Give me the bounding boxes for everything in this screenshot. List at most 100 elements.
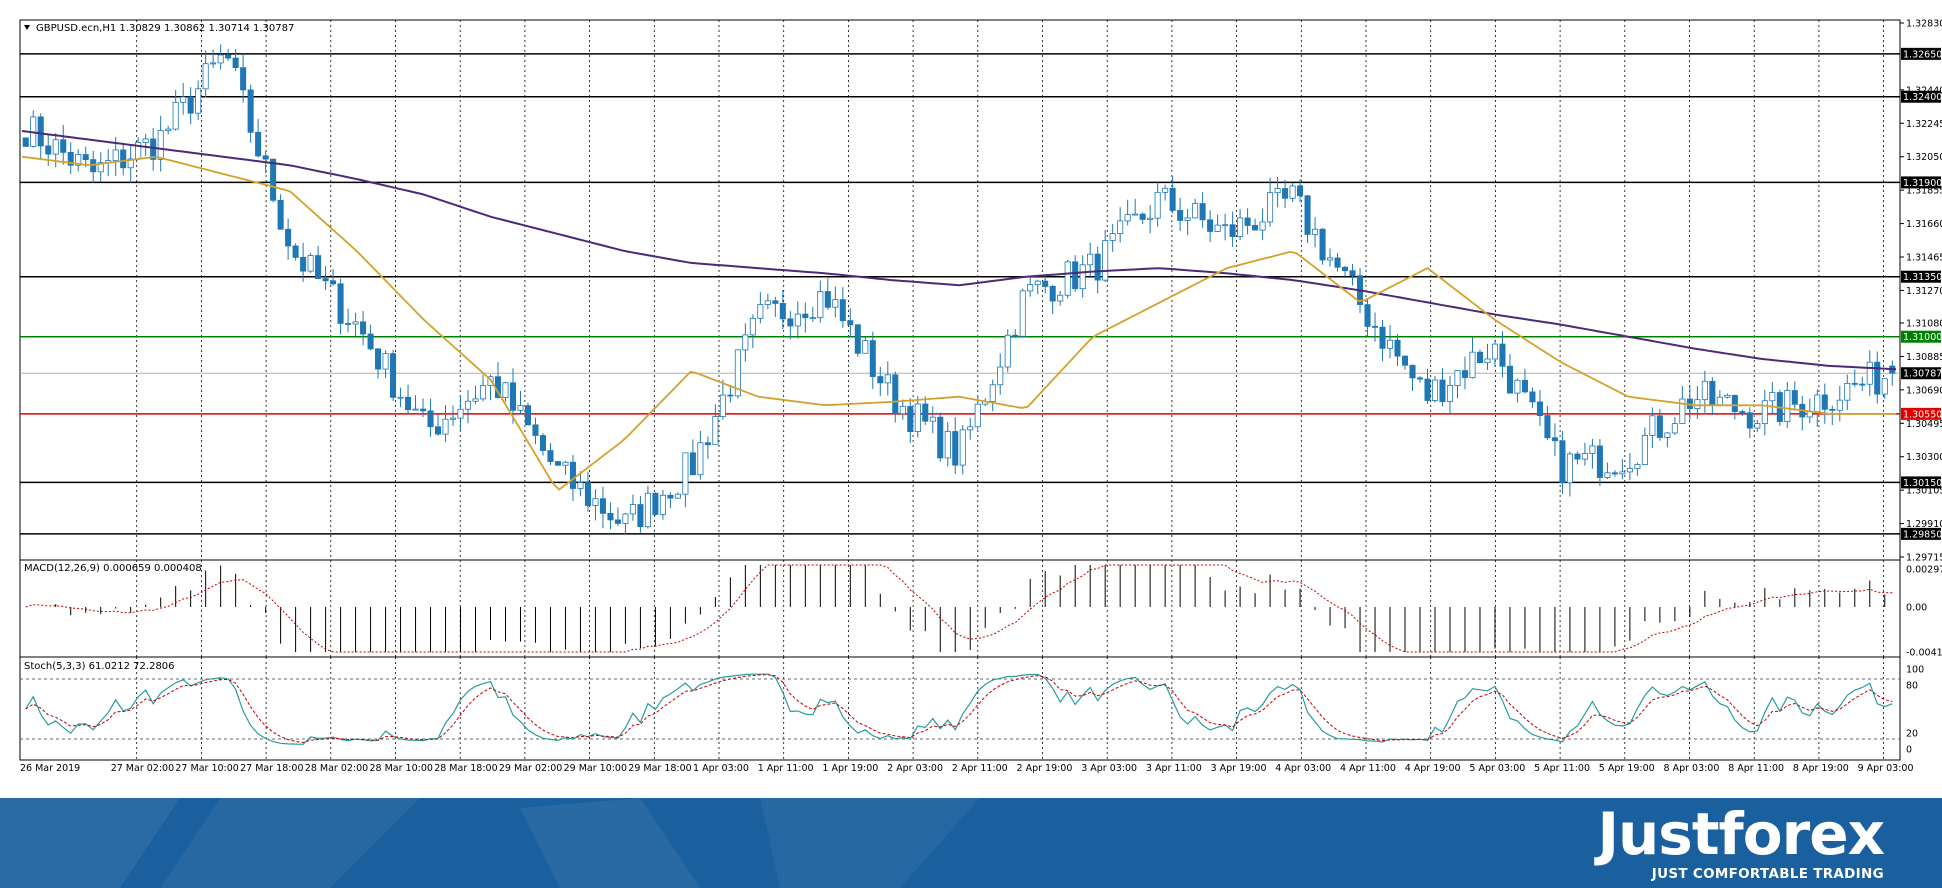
ma-fast-line [21, 155, 1896, 491]
candle-body [472, 398, 479, 402]
candle-body [52, 139, 59, 155]
candle-body [1267, 192, 1274, 223]
price-tick-label: 1.31270 [1906, 286, 1942, 297]
time-tick-label: 1 Apr 11:00 [758, 763, 814, 774]
stoch-label: Stoch(5,3,3) 61.0212 72.2806 [24, 661, 175, 672]
candle-body [1679, 398, 1686, 425]
price-tick-label: 1.31660 [1906, 219, 1942, 230]
level-tag-label: 1.31000 [1903, 332, 1942, 343]
candle-body [1147, 217, 1154, 220]
candle-body [1379, 326, 1386, 349]
candle-body [1169, 187, 1176, 211]
candle-body [375, 348, 382, 370]
candle-body [337, 283, 344, 324]
candle-body [210, 62, 217, 65]
candle-body [1641, 435, 1648, 466]
candle-body [1439, 379, 1446, 402]
candle-body [794, 313, 801, 327]
candle-body [1416, 377, 1424, 380]
candle-body [420, 408, 427, 412]
candle-body [659, 494, 666, 515]
price-chart[interactable]: GBPUSD.ecn,H1 1.30829 1.30862 1.30714 1.… [0, 0, 1942, 798]
candle-body [802, 313, 809, 319]
candle-body [1064, 261, 1071, 296]
time-tick-label: 2 Apr 03:00 [887, 763, 943, 774]
candle-body [1761, 400, 1768, 425]
candle-body [397, 396, 404, 399]
brand-banner [0, 798, 1942, 888]
time-tick-label: 8 Apr 03:00 [1664, 763, 1720, 774]
candles [22, 44, 1896, 535]
candle-body [1072, 261, 1079, 290]
candle-body [1581, 453, 1588, 460]
candle-body [240, 67, 247, 91]
ma-slow-line [21, 130, 1897, 371]
candle-body [1514, 379, 1521, 394]
time-tick-label: 4 Apr 19:00 [1405, 763, 1461, 774]
candle-body [1461, 370, 1469, 378]
candle-body [1327, 257, 1334, 261]
time-tick-label: 29 Mar 18:00 [628, 763, 691, 774]
stoch-tick-label: 20 [1906, 729, 1918, 740]
banner-shape [760, 798, 980, 888]
candle-body [1259, 221, 1266, 231]
candle-body [1222, 224, 1229, 227]
stoch-panel [19, 656, 1901, 761]
candle-body [1109, 233, 1116, 241]
candle-body [1784, 390, 1791, 422]
price-tick-label: 1.30495 [1906, 419, 1942, 430]
candle-body [1394, 339, 1401, 357]
candle-body [255, 131, 262, 157]
candle-body [1237, 217, 1244, 237]
candle-body [1342, 266, 1349, 272]
level-tag [1901, 476, 1941, 489]
candle-body [195, 88, 202, 114]
candle-body [1859, 383, 1866, 386]
candle-body [1349, 270, 1356, 277]
candle-body [502, 382, 509, 398]
candle-body [877, 376, 884, 384]
candle-body [1334, 257, 1341, 268]
candle-body [390, 353, 397, 398]
candle-body [1244, 217, 1251, 226]
time-tick-label: 4 Apr 11:00 [1340, 763, 1396, 774]
candle-body [1154, 191, 1161, 219]
macd-tick-label: 0.002974 [1906, 565, 1942, 576]
candle-body [1596, 445, 1603, 478]
candle-body [967, 426, 974, 431]
time-tick-label: 26 Mar 2019 [20, 763, 80, 774]
level-tag-label: 1.31350 [1903, 272, 1942, 283]
candle-body [1844, 382, 1851, 401]
candle-body [1199, 203, 1206, 221]
candle-body [322, 278, 329, 282]
time-tick-label: 5 Apr 03:00 [1469, 763, 1525, 774]
time-tick-label: 3 Apr 19:00 [1211, 763, 1267, 774]
candle-body [412, 408, 419, 411]
candle-body [607, 512, 614, 521]
candle-body [1012, 334, 1019, 337]
candle-body [854, 324, 861, 354]
candle-body [22, 137, 29, 147]
candle-body [1431, 379, 1439, 401]
candle-body [1851, 382, 1858, 385]
candle-body [937, 416, 944, 459]
macd-label: MACD(12,26,9) 0.000659 0.000408 [24, 563, 202, 574]
candle-body [997, 366, 1004, 386]
candle-body [1282, 188, 1289, 199]
brand-logo: Justforex [1597, 800, 1885, 868]
candle-body [1701, 380, 1708, 401]
dropdown-triangle-icon[interactable] [24, 25, 30, 30]
candle-body [1087, 253, 1094, 266]
macd-panel [19, 559, 1901, 658]
time-tick-label: 29 Mar 02:00 [499, 763, 562, 774]
price-tick-label: 1.32245 [1906, 119, 1942, 130]
macd-gridlines [136, 560, 1884, 657]
candle-body [1162, 187, 1169, 193]
candle-body [847, 320, 854, 326]
candle-body [1484, 358, 1491, 364]
candle-body [479, 385, 487, 400]
candle-body [562, 461, 569, 466]
candle-body [247, 89, 254, 133]
candle-body [1671, 423, 1678, 434]
candle-body [1094, 253, 1101, 281]
